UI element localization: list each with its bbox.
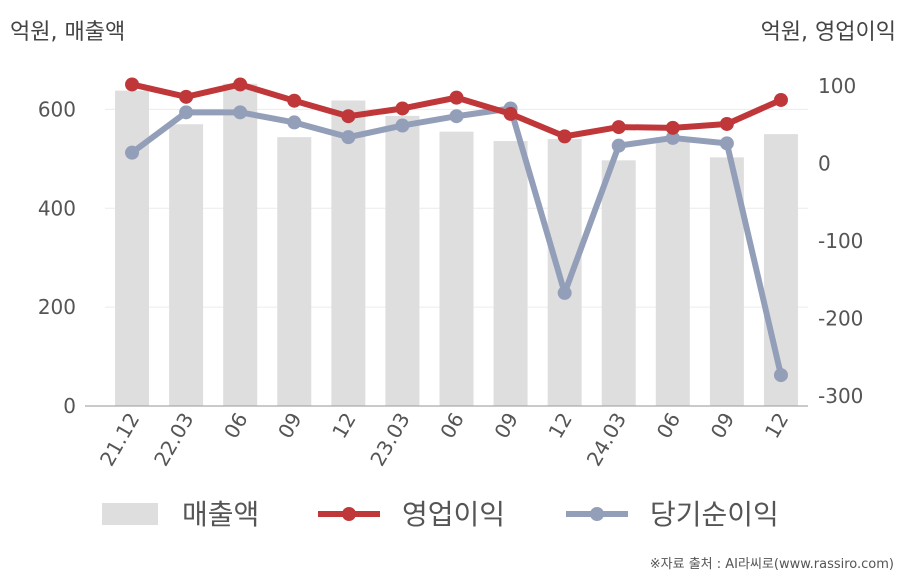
net-income-point [341,130,356,145]
operating-profit-point [719,116,734,131]
revenue-bar [439,131,474,406]
revenue-bar [547,139,582,407]
left-axis-unit-label: 억원, 매출액 [10,20,126,45]
revenue-bar [601,160,636,406]
left-tick-label: 200 [38,295,76,319]
revenue-bar [493,141,528,406]
left-tick-label: 0 [63,394,76,418]
left-tick-label: 400 [38,196,76,220]
revenue-bar [277,137,312,406]
operating-profit-point [341,109,356,124]
operating-profit-point [449,90,464,105]
x-tick-label: 06 [219,409,253,443]
revenue-bar [115,90,150,406]
net-income-point [665,130,680,145]
operating-profit-point [557,129,572,144]
revenue-bar [331,100,366,406]
legend-swatch-revenue [102,503,158,525]
legend-label-revenue: 매출액 [182,498,259,531]
x-tick-label: 09 [489,409,523,443]
revenue-bar [763,134,798,406]
x-tick-label: 06 [652,409,686,443]
legend-label-operating-profit: 영업이익 [402,498,505,531]
net-income-point [233,105,248,120]
net-income-point [395,118,410,133]
x-tick-label: 06 [435,409,469,443]
operating-profit-point [125,77,140,92]
right-tick-label: -200 [818,307,863,331]
x-tick-label: 21.12 [95,409,144,471]
net-income-point [557,285,572,300]
x-tick-label: 09 [273,409,307,443]
right-axis-unit-label: 억원, 영업이익 [760,20,896,45]
x-tick-label: 09 [706,409,740,443]
legend-marker-operating-profit [342,507,356,521]
revenue-bar [655,137,690,406]
legend-marker-net-income [590,507,604,521]
source-credit: ※자료 출처 : AI라씨로(www.rassiro.com) [649,557,894,572]
right-tick-label: 100 [818,74,856,98]
profit-lines [125,77,788,383]
x-tick-label: 12 [543,409,577,443]
net-income-point [125,145,140,160]
net-income-point [449,109,464,124]
x-tick-label: 12 [327,409,361,443]
operating-profit-point [773,92,788,107]
legend: 매출액 영업이익 당기순이익 [102,498,779,531]
revenue-bar [169,124,204,406]
x-tick-label: 22.03 [149,409,198,471]
operating-profit-point [233,77,248,92]
right-tick-label: -300 [818,384,863,408]
x-tick-label: 24.03 [582,409,631,471]
net-income-point [611,138,626,153]
legend-label-net-income: 당기순이익 [650,498,779,531]
net-income-point [719,136,734,151]
left-tick-label: 600 [38,97,76,121]
operating-profit-point [395,101,410,116]
right-tick-label: -100 [818,229,863,253]
revenue-bar [385,115,420,407]
revenue-bars [115,83,798,407]
x-tick-label: 12 [760,409,794,443]
operating-profit-point [503,106,518,121]
net-income-point [773,368,788,383]
operating-profit-point [287,93,302,108]
right-tick-label: 0 [818,152,831,176]
net-income-point [179,105,194,120]
operating-profit-point [665,120,680,135]
revenue-bar [223,83,258,407]
net-income-point [287,115,302,130]
operating-profit-point [611,120,626,135]
x-tick-label: 23.03 [365,409,414,471]
operating-profit-point [179,89,194,104]
